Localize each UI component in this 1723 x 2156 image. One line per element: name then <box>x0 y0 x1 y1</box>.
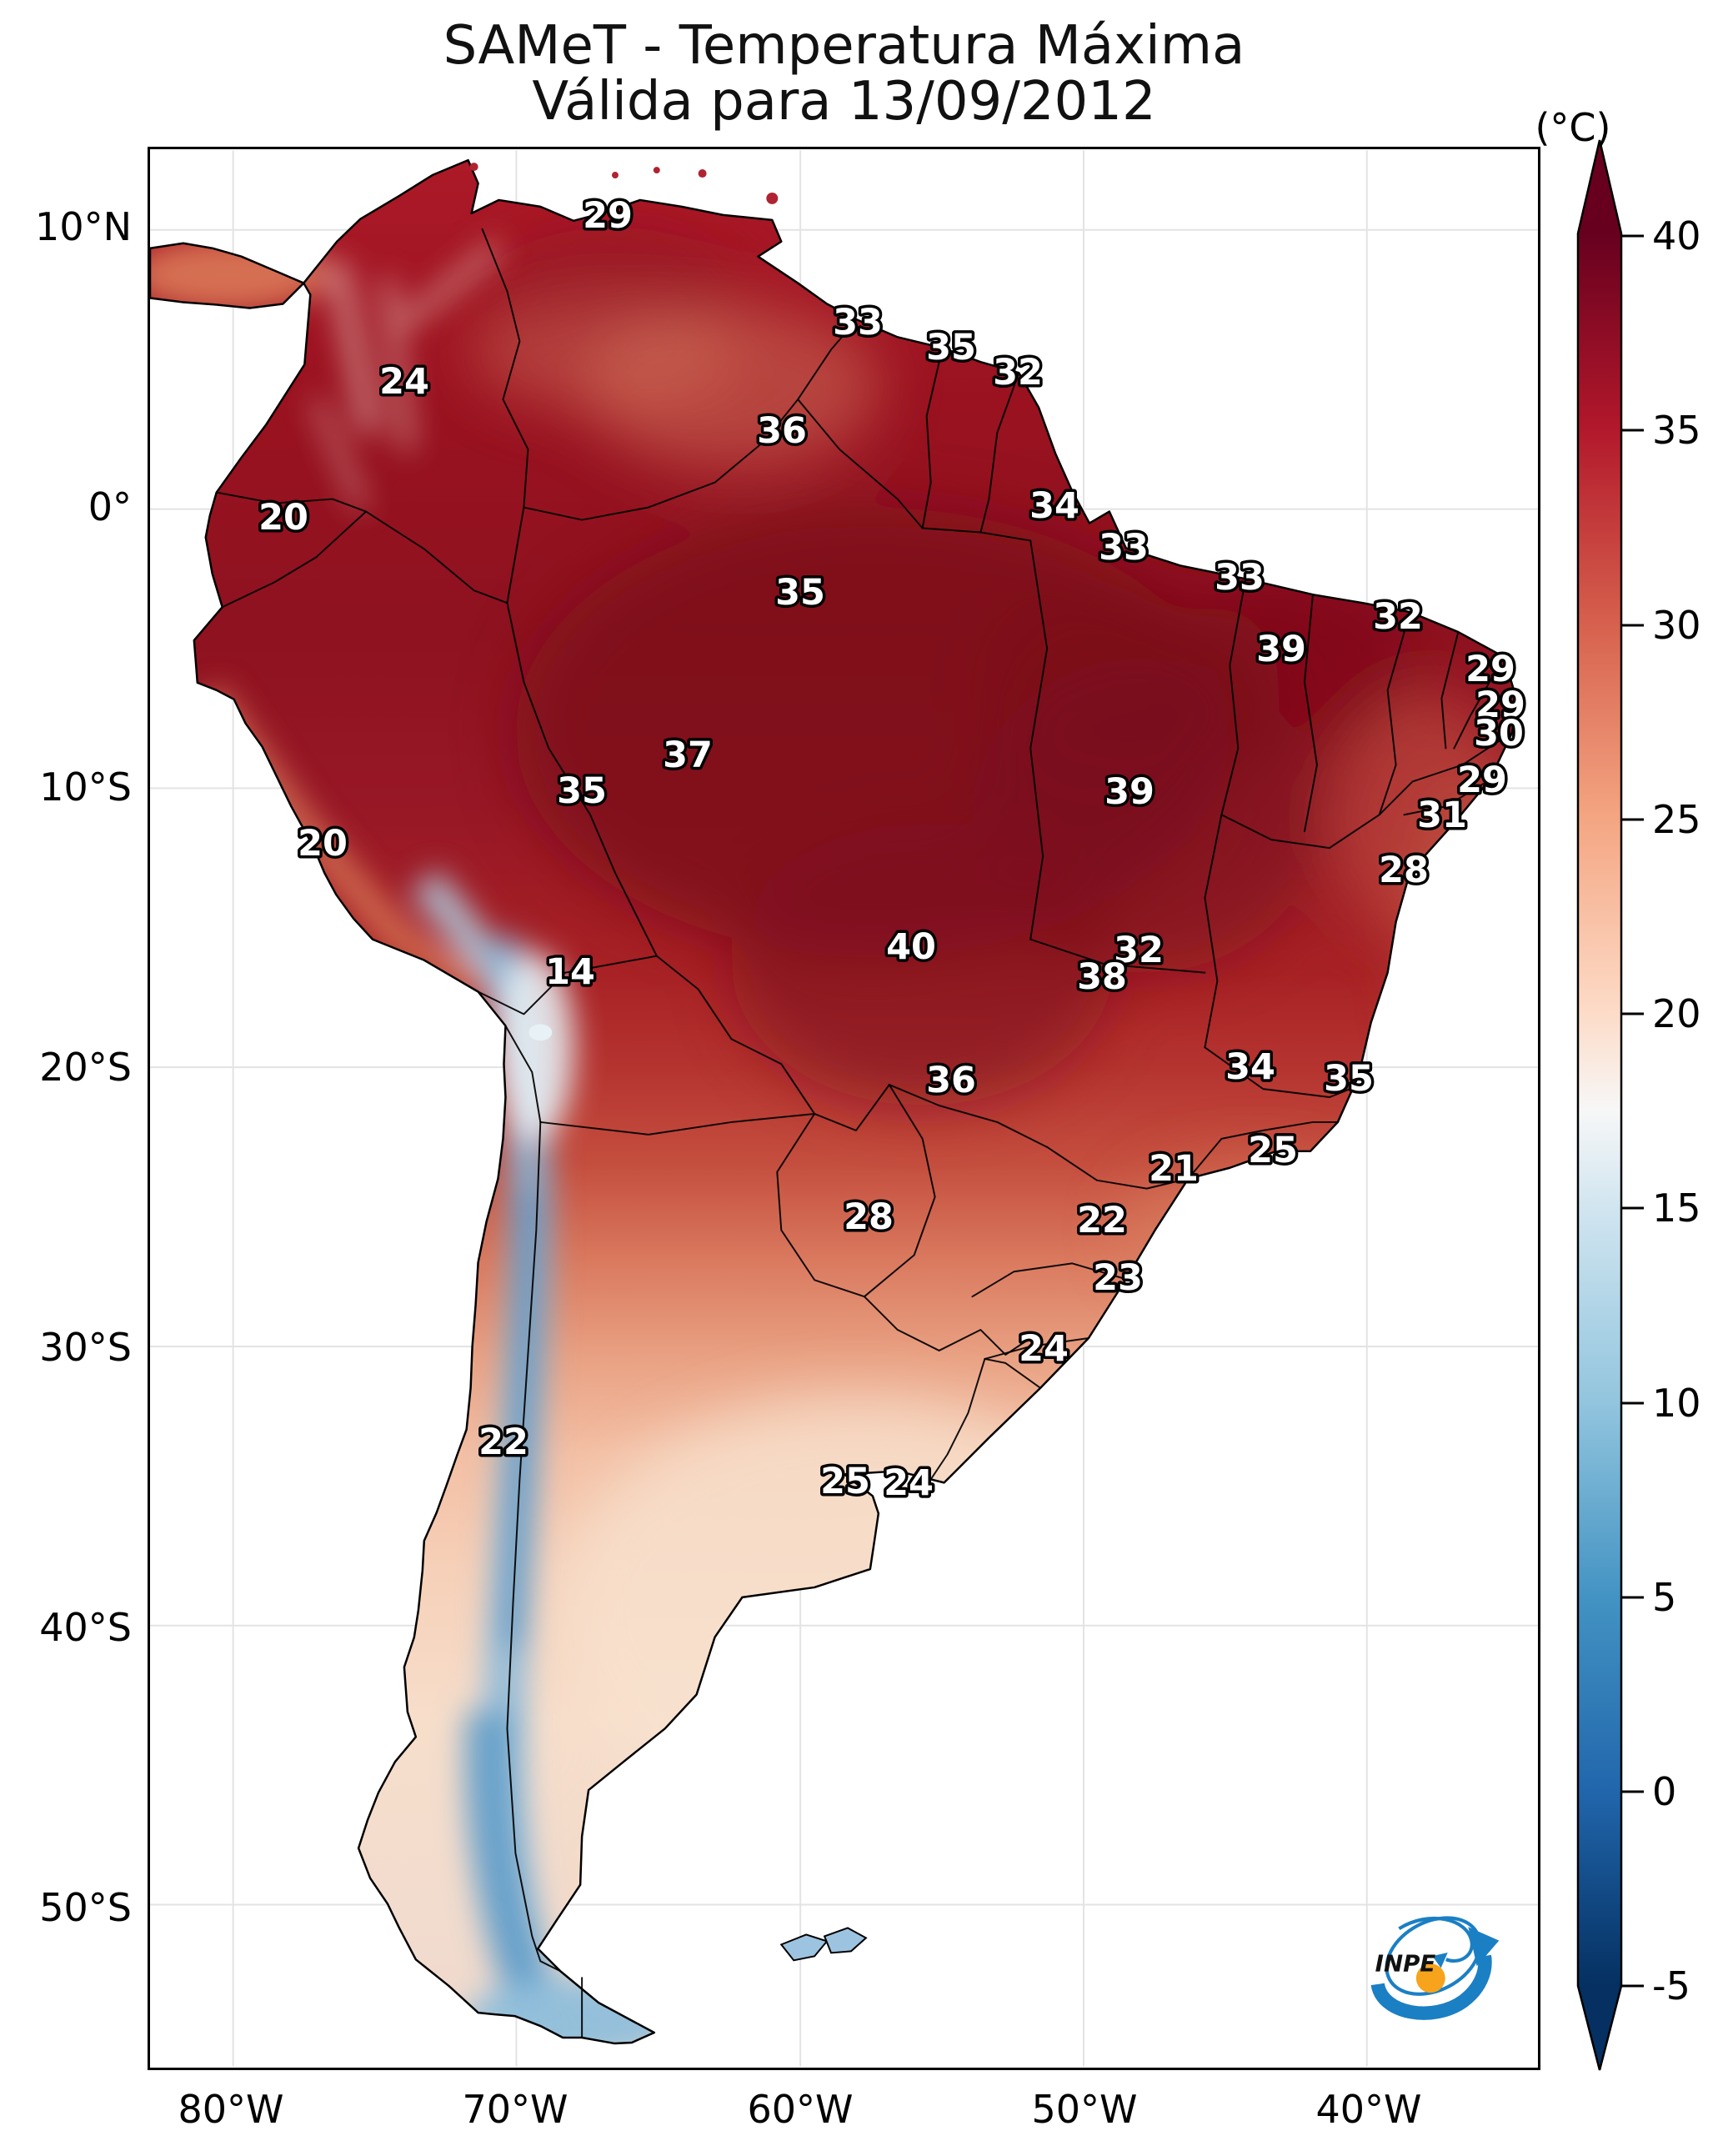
inpe-logo: INPE <box>1352 1903 1523 2036</box>
temperature-field <box>150 160 1517 2043</box>
south-america-map <box>150 150 1538 2067</box>
inner-arrowhead-icon <box>1432 1953 1448 1968</box>
map-frame <box>148 147 1540 2070</box>
colorbar-tick-label: 25 <box>1652 797 1701 842</box>
islands <box>469 163 868 1962</box>
colorbar-tick-label: 10 <box>1652 1381 1701 1426</box>
figure-title: SAMeT - Temperatura Máxima Válida para 1… <box>148 18 1540 130</box>
lon-tick-label: 70°W <box>462 2087 568 2132</box>
lon-tick-label: 80°W <box>178 2087 284 2132</box>
inpe-logo-text: INPE <box>1375 1950 1436 1978</box>
coastline <box>150 158 1518 2045</box>
colorbar-tick-label: 40 <box>1652 213 1701 258</box>
title-line1: SAMeT - Temperatura Máxima <box>443 15 1245 77</box>
colorbar-tick-label: -5 <box>1652 1963 1690 2008</box>
lat-tick-label: 20°S <box>39 1045 132 1090</box>
colorbar-tick-label: 15 <box>1652 1186 1701 1231</box>
country-state-borders <box>215 228 1514 2038</box>
lon-tick-label: 40°W <box>1315 2087 1422 2132</box>
title-line2: Válida para 13/09/2012 <box>532 71 1156 133</box>
inner-arrow-icon <box>1398 1916 1474 1963</box>
colorbar-tick-label: 0 <box>1652 1769 1676 1814</box>
swoosh-arrow-icon <box>1370 1954 1492 2020</box>
lat-tick-label: 10°S <box>39 765 132 810</box>
lat-tick-label: 30°S <box>39 1325 132 1370</box>
colorbar-tick-label: 35 <box>1652 408 1701 453</box>
colorbar-tick-label: 20 <box>1652 991 1701 1036</box>
colorbar-tick-label: 30 <box>1652 603 1701 648</box>
colorbar-unit-label: (°C) <box>1535 105 1611 150</box>
colorbar: 40 35 30 25 20 15 10 5 0 -5 <box>1576 139 1701 2071</box>
colorbar-tick-label: 5 <box>1652 1575 1676 1620</box>
lon-tick-label: 50°W <box>1031 2087 1138 2132</box>
lat-tick-label: 10°N <box>35 204 132 249</box>
lat-tick-label: 40°S <box>39 1605 132 1650</box>
lon-tick-label: 60°W <box>747 2087 854 2132</box>
orange-dot-icon <box>1415 1963 1445 1993</box>
lat-tick-label: 50°S <box>39 1885 132 1930</box>
arrowhead-icon <box>1468 1927 1500 1967</box>
lat-tick-label: 0° <box>88 484 132 529</box>
